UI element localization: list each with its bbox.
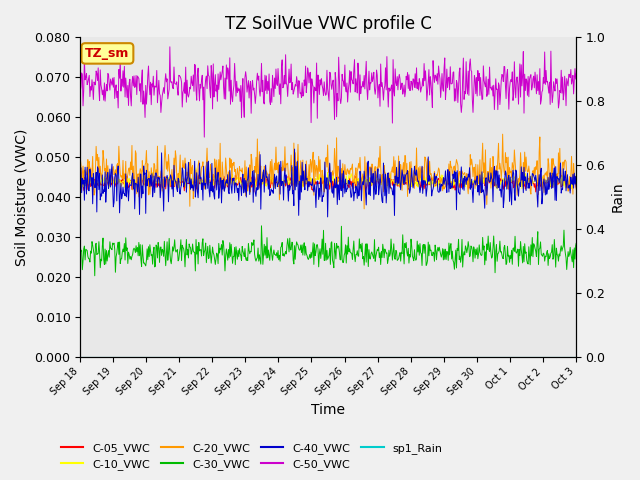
C-30_VWC [76, 244, 84, 250]
C-10_VWC [263, 180, 271, 186]
C-50_VWC [76, 89, 84, 95]
C-50_VWC [200, 134, 208, 140]
C-20_VWC [605, 168, 612, 174]
C-30_VWC [236, 251, 244, 257]
C-50_VWC [263, 91, 271, 96]
C-05_VWC [250, 189, 258, 195]
C-30_VWC [282, 251, 290, 257]
sp1_Rain [282, 354, 289, 360]
sp1_Rain [429, 354, 436, 360]
C-10_VWC [139, 176, 147, 182]
C-50_VWC [138, 67, 146, 73]
X-axis label: Time: Time [311, 403, 345, 417]
Line: C-40_VWC: C-40_VWC [80, 149, 609, 217]
Y-axis label: Rain: Rain [611, 181, 625, 212]
C-20_VWC [429, 178, 437, 184]
C-50_VWC [400, 82, 408, 88]
C-20_VWC [76, 155, 84, 161]
C-30_VWC [399, 249, 407, 255]
C-05_VWC [236, 180, 243, 185]
Legend: C-05_VWC, C-10_VWC, C-20_VWC, C-30_VWC, C-40_VWC, C-50_VWC, sp1_Rain: C-05_VWC, C-10_VWC, C-20_VWC, C-30_VWC, … [57, 438, 447, 474]
C-40_VWC [324, 214, 332, 220]
C-05_VWC [466, 168, 474, 173]
C-10_VWC [605, 184, 612, 190]
sp1_Rain [76, 354, 84, 360]
C-05_VWC [76, 175, 84, 180]
C-30_VWC [262, 255, 270, 261]
C-50_VWC [605, 85, 612, 91]
C-05_VWC [429, 180, 437, 185]
C-05_VWC [605, 180, 612, 185]
sp1_Rain [605, 354, 612, 360]
C-05_VWC [282, 178, 290, 184]
C-30_VWC [605, 242, 612, 248]
Line: C-50_VWC: C-50_VWC [80, 47, 609, 137]
Text: TZ_sm: TZ_sm [85, 47, 130, 60]
C-20_VWC [399, 160, 407, 166]
Y-axis label: Soil Moisture (VWC): Soil Moisture (VWC) [15, 128, 29, 265]
C-10_VWC [237, 180, 244, 186]
C-40_VWC [605, 181, 612, 187]
C-10_VWC [76, 180, 84, 185]
C-50_VWC [237, 83, 244, 88]
C-10_VWC [192, 165, 200, 171]
C-20_VWC [360, 206, 368, 212]
C-40_VWC [76, 193, 84, 199]
sp1_Rain [262, 354, 269, 360]
Line: C-10_VWC: C-10_VWC [80, 168, 609, 190]
C-30_VWC [139, 252, 147, 258]
C-05_VWC [262, 178, 270, 183]
C-30_VWC [577, 222, 585, 228]
C-20_VWC [138, 158, 146, 164]
sp1_Rain [138, 354, 146, 360]
sp1_Rain [236, 354, 243, 360]
C-30_VWC [429, 249, 437, 255]
C-40_VWC [236, 180, 243, 186]
C-30_VWC [91, 273, 99, 278]
C-10_VWC [283, 175, 291, 181]
C-40_VWC [138, 183, 146, 189]
C-50_VWC [430, 72, 438, 78]
sp1_Rain [399, 354, 406, 360]
C-05_VWC [138, 176, 146, 182]
C-40_VWC [291, 146, 298, 152]
Line: C-05_VWC: C-05_VWC [80, 170, 609, 192]
C-05_VWC [399, 182, 407, 188]
C-10_VWC [400, 181, 408, 187]
C-40_VWC [400, 172, 408, 178]
C-20_VWC [282, 168, 289, 174]
C-40_VWC [262, 162, 269, 168]
C-10_VWC [129, 187, 136, 192]
C-40_VWC [282, 180, 289, 186]
C-40_VWC [430, 182, 438, 188]
Line: C-30_VWC: C-30_VWC [80, 225, 609, 276]
C-20_VWC [236, 164, 243, 169]
C-20_VWC [499, 132, 506, 137]
C-10_VWC [430, 178, 438, 183]
C-50_VWC [166, 44, 173, 50]
C-50_VWC [283, 82, 291, 88]
Line: C-20_VWC: C-20_VWC [80, 134, 609, 209]
C-20_VWC [262, 179, 269, 185]
Title: TZ SoilVue VWC profile C: TZ SoilVue VWC profile C [225, 15, 431, 33]
